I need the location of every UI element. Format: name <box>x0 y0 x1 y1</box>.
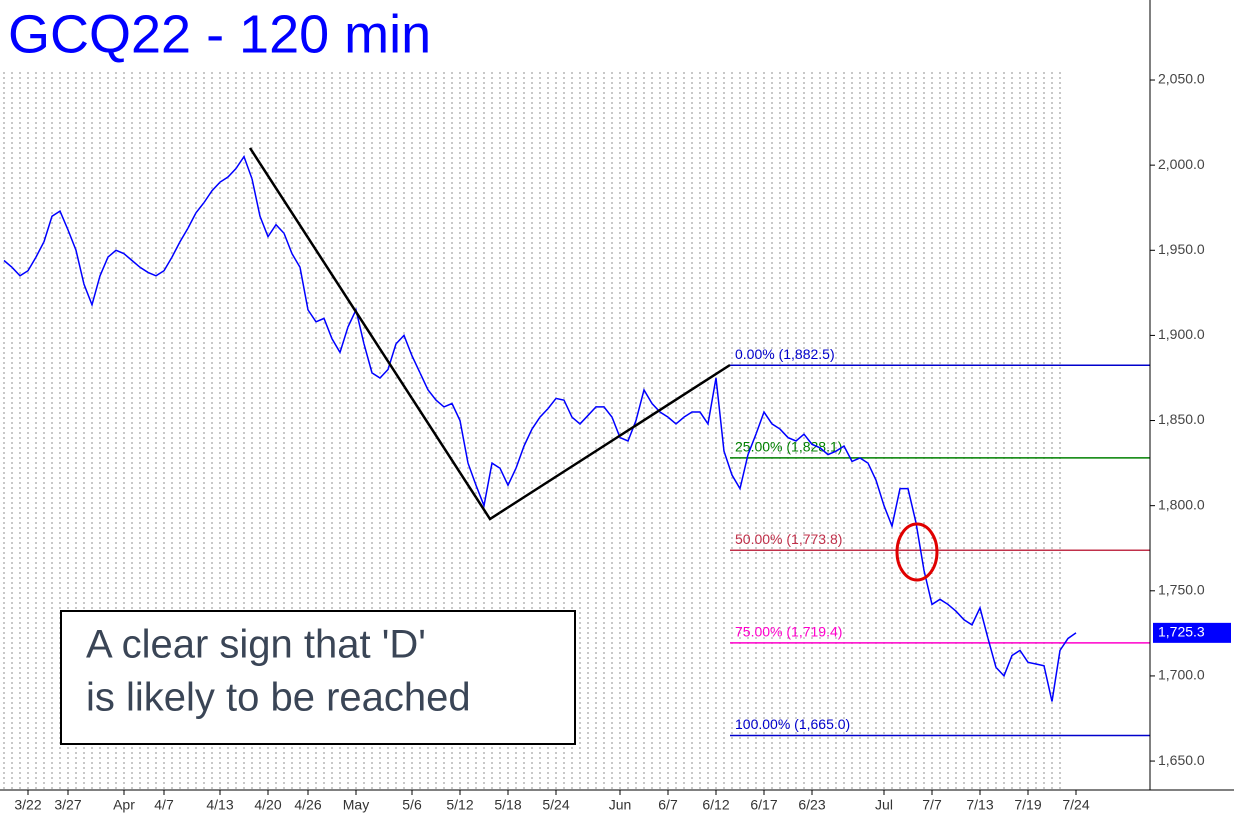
annotation-line: A clear sign that 'D' <box>86 623 426 667</box>
x-tick-label: 6/12 <box>702 797 729 813</box>
x-tick-label: 4/26 <box>294 797 321 813</box>
y-tick-label: 1,700.0 <box>1158 667 1205 683</box>
annotation-line: is likely to be reached <box>86 676 471 720</box>
y-tick-label: 2,000.0 <box>1158 156 1205 172</box>
chart-title: GCQ22 - 120 min <box>8 4 431 64</box>
level-label: 75.00% (1,719.4) <box>735 624 842 640</box>
x-tick-label: Jul <box>875 797 893 813</box>
highlight-circle <box>895 522 939 582</box>
y-tick-label: 1,850.0 <box>1158 411 1205 427</box>
abc-pattern <box>248 147 731 521</box>
x-tick-label: Apr <box>113 797 135 813</box>
y-tick-label: 1,950.0 <box>1158 241 1205 257</box>
x-tick-label: 7/19 <box>1014 797 1041 813</box>
x-tick-label: 4/20 <box>254 797 281 813</box>
y-tick-label: 1,900.0 <box>1158 326 1205 342</box>
x-tick-label: 6/17 <box>750 797 777 813</box>
plot: 0.00% (1,882.5) 25.00% (1,828.1) 50.00% (1… <box>3 154 1150 737</box>
y-tick-label: 1,650.0 <box>1158 752 1205 768</box>
level-label: 25.00% (1,828.1) <box>735 439 842 455</box>
y-tick-label: 2,050.0 <box>1158 71 1205 87</box>
level-label: 0.00% (1,882.5) <box>735 346 835 362</box>
x-tick-label: 5/12 <box>446 797 473 813</box>
x-tick-label: May <box>343 797 369 813</box>
level-label: 100.00% (1,665.0) <box>735 716 850 732</box>
x-tick-label: 4/13 <box>206 797 233 813</box>
x-tick-label: 5/18 <box>494 797 521 813</box>
x-tick-label: 3/22 <box>14 797 41 813</box>
x-tick-label: 3/27 <box>54 797 81 813</box>
x-tick-label: Jun <box>609 797 632 813</box>
y-tick-label: 1,750.0 <box>1158 582 1205 598</box>
x-tick-label: 6/23 <box>798 797 825 813</box>
x-tick-label: 5/24 <box>542 797 569 813</box>
last-price-label: 1,725.3 <box>1158 624 1205 640</box>
level-label: 50.00% (1,773.8) <box>735 531 842 547</box>
annotation-box <box>60 610 576 745</box>
x-tick-label: 5/6 <box>402 797 422 813</box>
x-tick-label: 4/7 <box>154 797 174 813</box>
x-tick-label: 7/13 <box>966 797 993 813</box>
x-tick-label: 7/24 <box>1062 797 1089 813</box>
x-tick-label: 7/7 <box>922 797 942 813</box>
y-tick-label: 1,800.0 <box>1158 496 1205 512</box>
x-tick-label: 6/7 <box>658 797 678 813</box>
last-price-box <box>1153 622 1231 643</box>
price-line <box>3 154 1077 702</box>
